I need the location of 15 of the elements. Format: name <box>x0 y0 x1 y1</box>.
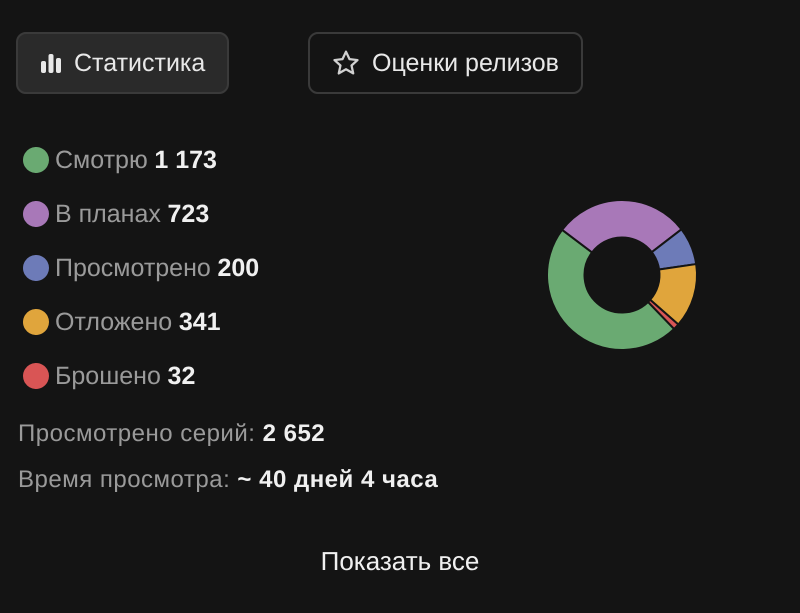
legend-label: Смотрю <box>55 146 148 174</box>
text: Показать все <box>320 546 480 577</box>
text: Оценки релизов <box>372 48 559 78</box>
legend-label: Просмотрено <box>55 254 211 282</box>
data-label: 32 <box>168 362 196 390</box>
data-label: 200 <box>217 254 260 282</box>
data-label: 723 <box>168 200 210 228</box>
text: Статистика <box>74 48 206 78</box>
legend-label: Брошено <box>55 362 161 390</box>
text: Просмотрено серий: 2 652 <box>18 420 326 447</box>
legend-label: Отложено <box>55 308 172 336</box>
data-label: 341 <box>178 308 221 336</box>
text: Время просмотра: ~ 40 дней 4 часа <box>18 466 438 493</box>
data-label: 1 173 <box>154 146 217 174</box>
legend-label: В планах <box>55 200 162 228</box>
